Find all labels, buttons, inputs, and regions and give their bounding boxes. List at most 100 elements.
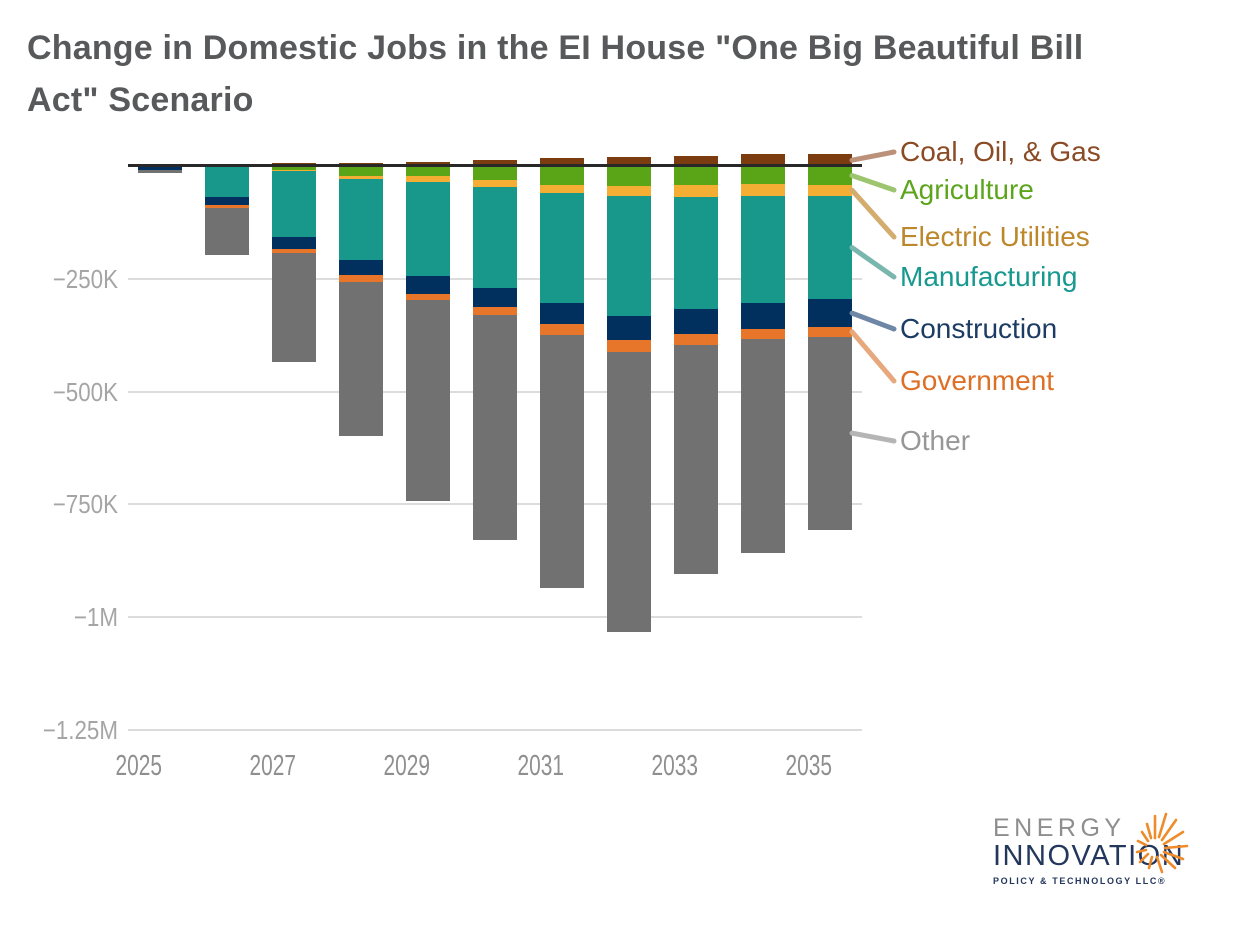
- x-tick-label: 2031: [517, 750, 564, 782]
- bar-segment: [807, 153, 852, 167]
- legend-connector-line: [849, 187, 897, 240]
- bar-segment: [406, 181, 451, 277]
- bar-segment: [606, 339, 651, 352]
- bar-segment: [205, 166, 250, 198]
- bar-segment: [339, 175, 384, 180]
- legend-connector-line: [849, 149, 897, 163]
- x-tick-label: 2027: [249, 750, 297, 782]
- bar-segment: [472, 180, 517, 187]
- zero-axis-line: [128, 164, 862, 167]
- bar-segment: [673, 334, 718, 346]
- legend-connector-line: [849, 245, 897, 280]
- bar-segment: [807, 195, 852, 300]
- logo-innovation-text: INNOVATION: [993, 840, 1185, 872]
- bar-segment: [339, 259, 384, 276]
- bar-segment: [272, 166, 317, 170]
- bar-segment: [406, 166, 451, 176]
- bar-segment: [272, 171, 317, 237]
- bar-segment: [339, 166, 384, 176]
- bar-segment: [406, 300, 451, 502]
- bar-segment: [740, 328, 785, 340]
- chart-title-line1: Change in Domestic Jobs in the EI House …: [27, 29, 1084, 67]
- bar-segment: [472, 186, 517, 289]
- bar-segment: [740, 184, 785, 196]
- bar-segment: [539, 166, 584, 185]
- bar-segment: [539, 184, 584, 194]
- bar-segment: [740, 166, 785, 185]
- legend-label: Coal, Oil, & Gas: [900, 136, 1101, 167]
- y-tick-label: −1.25M: [42, 714, 118, 745]
- bar-segment: [406, 293, 451, 301]
- bar-segment: [205, 205, 250, 208]
- chart-title-line2: Act" Scenario: [27, 81, 254, 119]
- bar-segment: [673, 185, 718, 197]
- gridline: [128, 728, 862, 731]
- legend-label: Government: [900, 365, 1055, 396]
- bar-segment: [406, 175, 451, 182]
- y-tick-label: −750K: [52, 489, 118, 520]
- bar-segment: [807, 184, 852, 196]
- logo-energy-text: ENERGY: [993, 814, 1126, 842]
- legend-connector-line: [849, 173, 897, 193]
- legend-connector-line: [849, 430, 897, 444]
- bar-segment: [205, 197, 250, 206]
- x-tick-label: 2029: [383, 750, 431, 782]
- bar-segment: [673, 166, 718, 186]
- bar-segment: [272, 248, 317, 254]
- legend-connector-line: [849, 329, 897, 384]
- bar-segment: [138, 166, 183, 170]
- legend-label: Construction: [900, 313, 1058, 344]
- y-tick-label: −500K: [52, 376, 118, 407]
- bar-segment: [673, 345, 718, 575]
- legend-connector-line: [849, 310, 897, 332]
- bar-segment: [339, 282, 384, 437]
- bar-segment: [205, 207, 250, 255]
- bar-segment: [339, 275, 384, 283]
- energy-innovation-logo: ENERGY INNOVATION POLICY & TECHNOLOGY LL…: [993, 814, 1185, 887]
- sunburst-icon: [1135, 812, 1189, 874]
- bar-segment: [673, 309, 718, 335]
- bar-segment: [339, 179, 384, 260]
- bar-segment: [406, 276, 451, 294]
- bar-segment: [272, 236, 317, 249]
- gridline: [128, 615, 862, 618]
- bar-segment: [807, 299, 852, 327]
- bar-segment: [472, 288, 517, 307]
- bar-segment: [539, 303, 584, 325]
- bar-segment: [606, 156, 651, 167]
- y-tick-label: −1M: [73, 601, 118, 632]
- bar-segment: [807, 166, 852, 185]
- bar-segment: [472, 306, 517, 316]
- legend-label: Manufacturing: [900, 261, 1078, 292]
- bar-segment: [272, 253, 317, 362]
- y-tick-label: −250K: [52, 264, 118, 295]
- x-tick-label: 2033: [651, 750, 698, 782]
- bar-segment: [472, 315, 517, 540]
- bar-segment: [472, 160, 517, 167]
- bar-segment: [673, 155, 718, 167]
- bar-segment: [539, 324, 584, 335]
- bar-segment: [606, 351, 651, 632]
- chart-title: Change in Domestic Jobs in the EI House …: [27, 22, 1192, 126]
- bar-segment: [539, 193, 584, 304]
- bar-segment: [606, 166, 651, 186]
- legend-label: Electric Utilities: [900, 221, 1090, 252]
- bar-segment: [272, 169, 317, 171]
- bar-segment: [807, 336, 852, 530]
- legend-label: Other: [900, 425, 971, 456]
- bar-segment: [740, 154, 785, 167]
- bar-segment: [472, 166, 517, 180]
- x-tick-label: 2025: [115, 750, 163, 782]
- bar-segment: [673, 196, 718, 310]
- bar-segment: [807, 326, 852, 337]
- x-tick-label: 2035: [785, 750, 832, 782]
- bar-segment: [138, 170, 183, 173]
- bar-segment: [606, 195, 651, 317]
- logo-subtitle-text: POLICY & TECHNOLOGY LLC®: [993, 876, 1167, 886]
- bar-segment: [740, 302, 785, 329]
- bar-segment: [539, 334, 584, 589]
- bar-segment: [606, 316, 651, 340]
- bar-segment: [606, 185, 651, 196]
